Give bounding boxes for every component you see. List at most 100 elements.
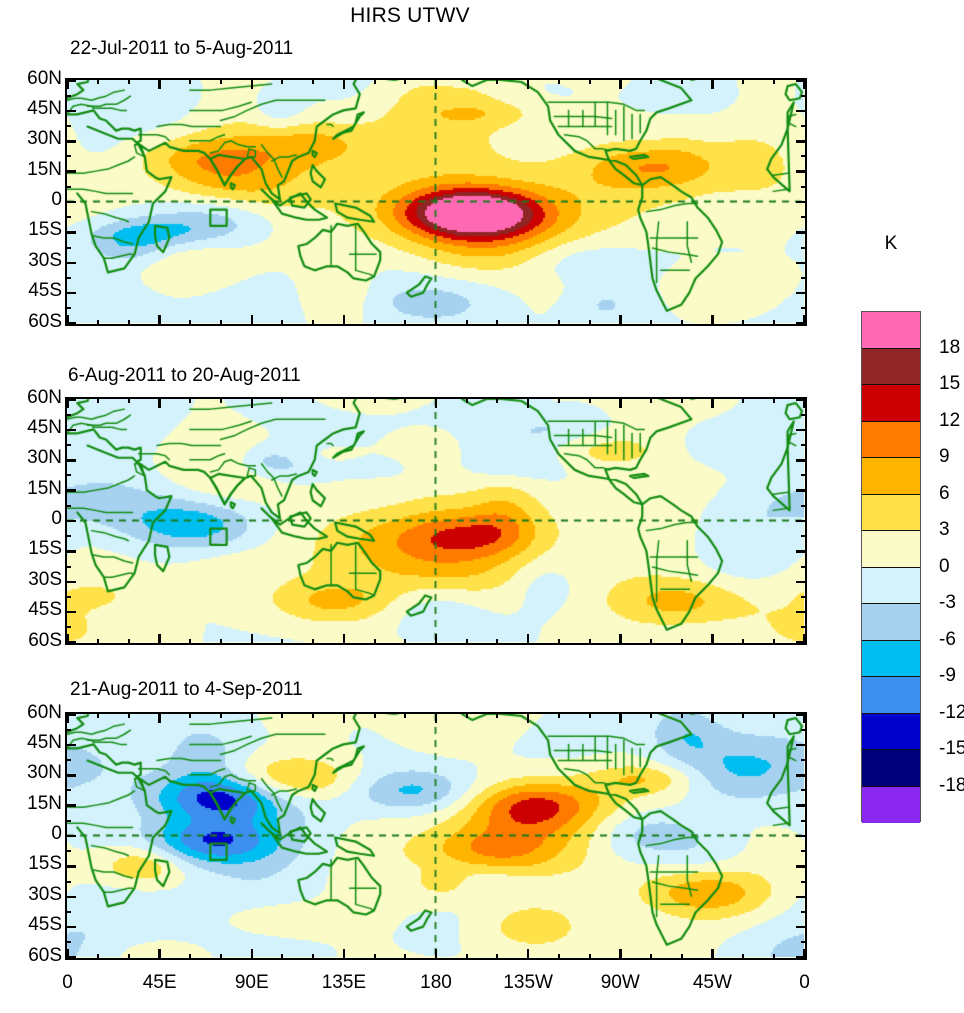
- ytick-major: [796, 170, 807, 173]
- ytick-minor: [65, 125, 71, 128]
- ytick-major: [796, 519, 807, 523]
- xtick-minor: [772, 320, 775, 326]
- ytick-minor: [65, 880, 71, 883]
- colorbar-tick-label: -15: [939, 738, 964, 759]
- panel-2: [65, 397, 807, 645]
- xtick-major: [250, 712, 254, 723]
- ytick-minor: [65, 626, 71, 629]
- xtick-major: [66, 397, 69, 408]
- xtick-minor: [557, 78, 560, 84]
- ytick-major: [65, 956, 76, 959]
- ytick-minor: [801, 565, 807, 568]
- xtick-minor: [281, 954, 284, 960]
- ytick-minor: [65, 789, 71, 792]
- xtick-major: [250, 949, 254, 960]
- ytick-label: 15S: [28, 853, 62, 875]
- ytick-major: [796, 459, 807, 462]
- ytick-major: [796, 580, 807, 584]
- ytick-major: [65, 322, 76, 325]
- ytick-minor: [65, 504, 71, 507]
- xtick-major: [250, 78, 254, 89]
- xtick-minor: [772, 639, 775, 645]
- xtick-major: [711, 712, 714, 723]
- xtick-minor: [742, 712, 745, 718]
- ytick-label: 30N: [27, 128, 62, 150]
- xtick-minor: [281, 320, 284, 326]
- ytick-major: [65, 774, 76, 777]
- xtick-major: [526, 634, 530, 645]
- ytick-major: [796, 641, 807, 644]
- ytick-minor: [65, 246, 71, 249]
- ytick-label-wrap: 15N: [2, 793, 62, 815]
- xtick-label: 135W: [503, 972, 553, 993]
- xtick-major: [526, 315, 530, 326]
- xtick-minor: [281, 639, 284, 645]
- xtick-label: 90W: [600, 972, 640, 993]
- xtick-minor: [465, 712, 468, 718]
- colorbar-tick-label: 15: [939, 373, 961, 394]
- ytick-minor: [801, 759, 807, 762]
- ytick-minor: [65, 819, 71, 822]
- ytick-label: 60S: [28, 310, 62, 332]
- ytick-label: 45S: [28, 280, 62, 302]
- xtick-minor: [588, 954, 591, 960]
- ytick-label-wrap: 60N: [2, 702, 62, 724]
- ytick-minor: [801, 185, 807, 188]
- colorbar: [861, 311, 921, 823]
- xtick-minor: [404, 954, 407, 960]
- ytick-minor: [801, 535, 807, 538]
- xtick-minor: [281, 712, 284, 718]
- xtick-minor: [742, 954, 745, 960]
- ytick-major: [65, 261, 76, 265]
- ytick-label: 60N: [27, 386, 62, 408]
- xtick-minor: [127, 639, 130, 645]
- xtick-minor: [404, 320, 407, 326]
- ytick-label: 15N: [27, 477, 62, 499]
- xtick-major: [434, 397, 438, 408]
- xtick-minor: [312, 320, 315, 326]
- xtick-minor: [742, 397, 745, 403]
- ytick-minor: [65, 474, 71, 477]
- ytick-minor: [65, 535, 71, 538]
- xtick-major: [158, 78, 161, 89]
- ytick-label: 30S: [28, 568, 62, 590]
- ytick-major: [65, 200, 76, 204]
- ytick-label-wrap: 60S: [2, 630, 62, 652]
- xtick-major: [803, 78, 806, 89]
- ytick-label: 30S: [28, 249, 62, 271]
- colorbar-tick-label: 0: [939, 555, 950, 577]
- xtick-minor: [649, 954, 652, 960]
- xtick-minor: [772, 397, 775, 403]
- ytick-label-wrap: 15S: [2, 219, 62, 241]
- ytick-minor: [65, 155, 71, 158]
- colorbar-tick-label: -18: [939, 774, 964, 796]
- xtick-minor: [649, 639, 652, 645]
- ytick-label-wrap: 30S: [2, 884, 62, 906]
- xtick-minor: [127, 320, 130, 326]
- colorbar-band: [862, 604, 920, 641]
- xtick-major: [66, 634, 69, 645]
- ytick-major: [796, 956, 807, 959]
- ytick-label: 45N: [27, 731, 62, 753]
- ytick-label-wrap: 45N: [2, 98, 62, 120]
- ytick-major: [65, 109, 76, 113]
- xtick-major: [66, 712, 69, 723]
- xtick-minor: [97, 397, 100, 403]
- panel-title-1: 22-Jul-2011 to 5-Aug-2011: [70, 38, 294, 59]
- panel-title-3: 21-Aug-2011 to 4-Sep-2011: [70, 679, 303, 700]
- ytick-major: [796, 550, 807, 553]
- ytick-label: 30S: [28, 883, 62, 905]
- ytick-major: [796, 743, 807, 747]
- ytick-label: 0: [51, 508, 62, 529]
- ytick-minor: [801, 246, 807, 249]
- ytick-label: 45S: [28, 914, 62, 936]
- xtick-minor: [588, 78, 591, 84]
- ytick-label-wrap: 0: [2, 823, 62, 845]
- xtick-minor: [772, 78, 775, 84]
- ytick-minor: [65, 595, 71, 598]
- ytick-label-wrap: 30S: [2, 250, 62, 272]
- ytick-label-wrap: 0: [2, 508, 62, 530]
- ytick-major: [65, 834, 76, 838]
- xtick-major: [434, 315, 438, 326]
- xtick-minor: [127, 397, 130, 403]
